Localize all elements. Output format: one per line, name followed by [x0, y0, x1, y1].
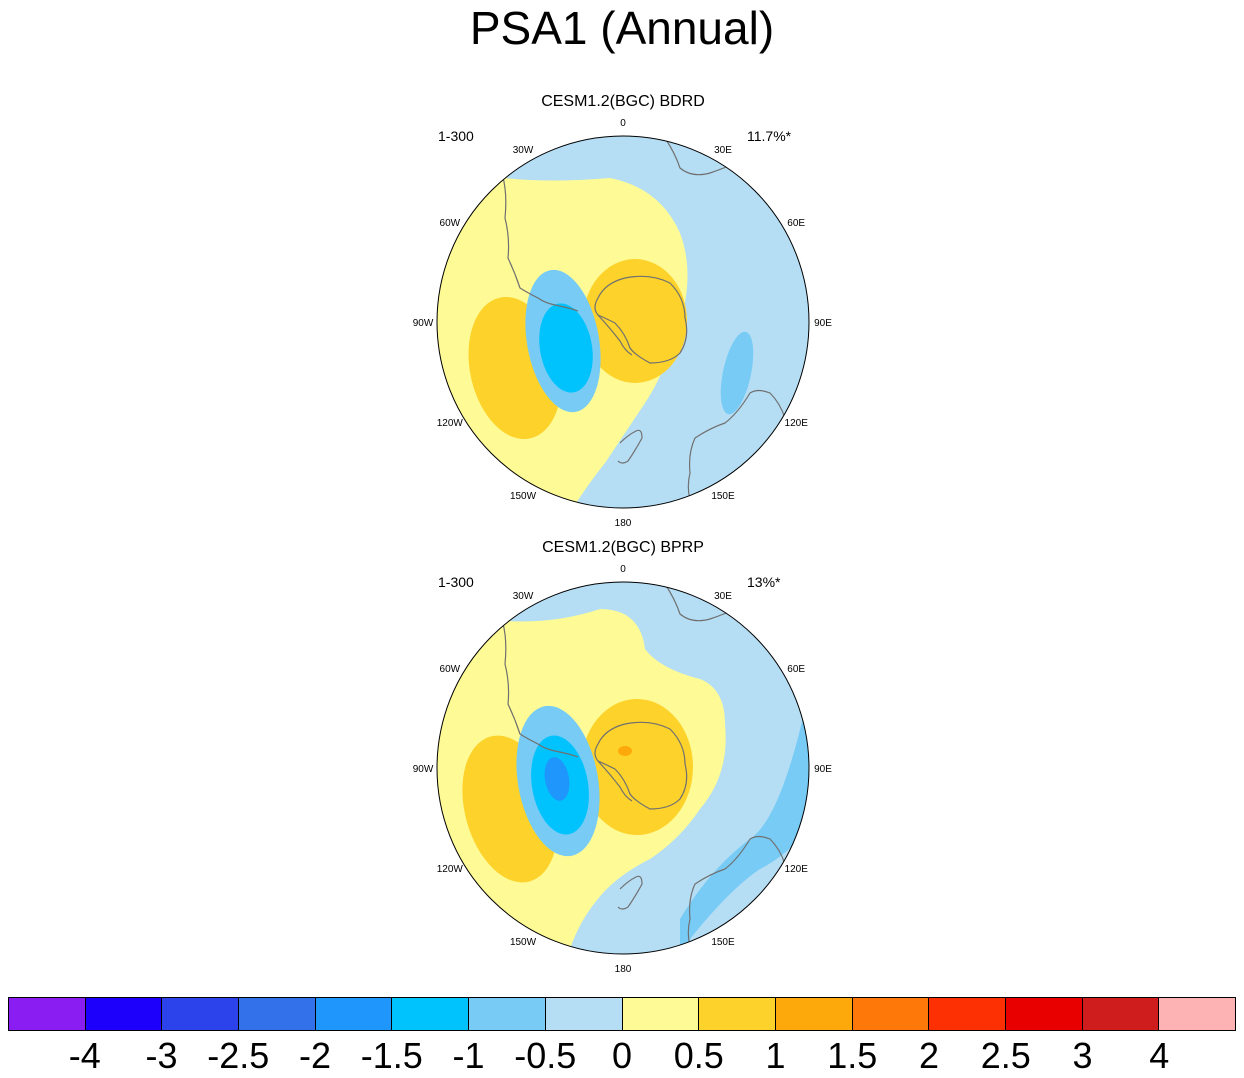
colorbar-box: [9, 998, 86, 1030]
longitude-label: 150W: [510, 491, 537, 502]
longitude-label: 150E: [711, 937, 735, 948]
colorbar-labels: -4 -3 -2.5 -2 -1.5 -1 -0.5 0 0.5 1 1.5 2 2.5 3 4: [0, 1034, 1244, 1078]
colorbar-label: 2: [918, 1035, 940, 1076]
map-panel-bdrd: CESM1.2(BGC) BDRD 1-300 11.7%* 0 30E 60E 90…: [380, 93, 866, 533]
colorbar-box: [1005, 998, 1083, 1030]
longitude-label: 180: [615, 518, 632, 529]
longitude-label: 60W: [440, 664, 461, 675]
colorbar-label: -1.5: [360, 1035, 423, 1076]
colorbar-label: 0: [611, 1035, 633, 1076]
longitude-label: 150W: [510, 937, 537, 948]
coastline: [597, 314, 633, 356]
coastline: [499, 167, 579, 312]
colorbar-label: 1: [765, 1035, 786, 1076]
longitude-label: 120E: [785, 418, 809, 429]
map-panel-bprp: CESM1.2(BGC) BPRP 1-300 13%* 0 30E 60E 90E 1…: [380, 539, 866, 979]
panel-years: 1-300: [438, 574, 474, 590]
field-negative-core: [539, 303, 593, 393]
longitude-label: 90E: [814, 318, 832, 329]
longitude-label: 180: [615, 964, 632, 975]
polar-map-bdrd: 0 30E 60E 90E 120E 150E 180 150W 120W 90W 60W 30W: [413, 118, 833, 529]
longitude-label: 150E: [711, 491, 735, 502]
coastline: [594, 721, 688, 810]
colorbar-box: [162, 998, 240, 1030]
longitude-label: 0: [620, 564, 626, 575]
colorbar-box: [315, 998, 393, 1030]
colorbar-box: [392, 998, 470, 1030]
longitude-label: 30E: [714, 591, 732, 602]
longitude-label: 30W: [513, 591, 534, 602]
colorbar-label: 0.5: [673, 1035, 724, 1076]
field-positive-peak: [618, 746, 632, 756]
coastline: [617, 875, 643, 910]
longitude-label: 90W: [413, 764, 434, 775]
colorbar-box: [1159, 998, 1235, 1030]
longitude-label: 60E: [787, 218, 805, 229]
figure-title: PSA1 (Annual): [469, 2, 775, 54]
longitude-label: 60E: [787, 664, 805, 675]
field-negative-core: [720, 331, 754, 415]
field-negative-peak: [544, 757, 570, 801]
longitude-label: 60W: [440, 218, 461, 229]
colorbar-label: 1.5: [827, 1035, 878, 1076]
colorbar: [8, 997, 1236, 1031]
panel-title: CESM1.2(BGC) BDRD: [541, 93, 705, 110]
colorbar-box: [1082, 998, 1160, 1030]
longitude-label: 120E: [785, 864, 809, 875]
colorbar-box: [929, 998, 1006, 1030]
colorbar-label: -4: [68, 1035, 101, 1076]
colorbar-label: -3: [145, 1035, 178, 1076]
polar-map-bprp: 0 30E 60E 90E 120E 150E 180 150W 120W 90W 60W 30W: [413, 564, 833, 975]
colorbar-label: 3: [1072, 1035, 1093, 1076]
map-boundary: [436, 135, 810, 509]
colorbar-label: -2.5: [207, 1035, 270, 1076]
colorbar-box: [699, 998, 776, 1030]
map-boundary: [436, 581, 810, 955]
colorbar-box: [469, 998, 546, 1030]
panel-title: CESM1.2(BGC) BPRP: [542, 539, 704, 556]
colorbar-box: [622, 998, 700, 1030]
field-positive-core: [581, 699, 693, 835]
coastline: [617, 429, 643, 464]
colorbar-box: [85, 998, 163, 1030]
longitude-label: 90E: [814, 764, 832, 775]
longitude-label: 30W: [513, 145, 534, 156]
field-positive-core: [583, 259, 687, 383]
colorbar-label: -2: [298, 1035, 332, 1076]
longitude-label: 0: [620, 118, 626, 129]
coastline: [597, 760, 633, 802]
coastline: [594, 275, 688, 364]
colorbar-box: [545, 998, 623, 1030]
colorbar-box: [239, 998, 316, 1030]
panel-variance: 11.7%*: [747, 128, 792, 144]
panel-years: 1-300: [438, 128, 474, 144]
panel-variance: 13%*: [747, 574, 781, 590]
longitude-label: 120W: [437, 418, 464, 429]
colorbar-label: 4: [1149, 1035, 1170, 1076]
colorbar-box: [775, 998, 853, 1030]
colorbar-label: 2.5: [980, 1035, 1031, 1076]
colorbar-label: -0.5: [514, 1035, 577, 1076]
longitude-label: 90W: [413, 318, 434, 329]
longitude-label: 120W: [437, 864, 464, 875]
colorbar-label: -1: [452, 1035, 485, 1076]
colorbar-box: [852, 998, 930, 1030]
longitude-label: 30E: [714, 145, 732, 156]
coastline: [499, 613, 579, 758]
